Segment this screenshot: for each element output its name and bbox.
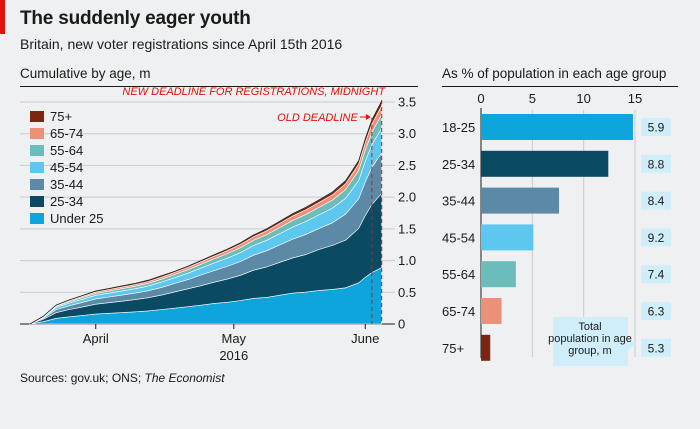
accent-bar	[0, 0, 5, 34]
y-tick-label: 3.0	[398, 126, 416, 141]
y-tick-label: 0	[398, 317, 405, 332]
old-deadline-label: OLD DEADLINE	[277, 112, 358, 124]
bar-category-label-18-25: 18-25	[442, 120, 475, 135]
y-tick-label: 2.0	[398, 190, 416, 205]
legend-label-55-64: 55-64	[50, 143, 83, 158]
left-panel-rule	[20, 86, 418, 87]
bar-65-74	[481, 298, 502, 324]
total-callout-text: Total	[578, 321, 601, 333]
total-value-75plus: 5.3	[648, 341, 665, 355]
total-box	[641, 191, 671, 210]
bar-category-label-75plus: 75+	[442, 341, 464, 356]
new-deadline-label: NEW DEADLINE FOR REGISTRATIONS, MIDNIGHT	[122, 86, 386, 98]
bar-45-54	[481, 224, 534, 251]
total-value-45-54: 9.2	[648, 231, 665, 245]
y-tick-label: 1.5	[398, 221, 416, 236]
total-box	[641, 265, 671, 284]
x-tick-label: May	[222, 331, 247, 346]
bar-category-label-25-34: 25-34	[442, 157, 475, 172]
legend-label-45-54: 45-54	[50, 160, 83, 175]
bar-75plus	[481, 334, 491, 361]
legend-label-75plus: 75+	[50, 109, 72, 124]
old-deadline-arrow-head	[365, 114, 371, 120]
total-callout-box	[553, 317, 636, 366]
legend-label-under-25: Under 25	[50, 211, 103, 226]
x-axis-label: 2016	[219, 348, 248, 363]
y-tick-label: 0.5	[398, 285, 416, 300]
left-panel-title: Cumulative by age, m	[20, 66, 151, 81]
legend-swatch-45-54	[30, 162, 44, 173]
right-panel-rule	[442, 86, 678, 87]
x-tick-label: April	[83, 331, 109, 346]
source-note: Sources: gov.uk; ONS; The Economist	[20, 371, 225, 385]
bar-x-tick-label: 10	[576, 91, 590, 106]
total-value-55-64: 7.4	[648, 268, 665, 282]
legend-swatch-25-34	[30, 196, 44, 207]
x-tick-label: June	[351, 331, 379, 346]
bar-x-tick-label: 15	[628, 91, 642, 106]
bar-category-label-65-74: 65-74	[442, 304, 475, 319]
legend-swatch-35-44	[30, 179, 44, 190]
bar-category-label-35-44: 35-44	[442, 194, 475, 209]
chart-title: The suddenly eager youth	[20, 8, 251, 29]
y-tick-label: 3.5	[398, 95, 416, 110]
chart-subtitle: Britain, new voter registrations since A…	[20, 36, 343, 52]
legend-swatch-55-64	[30, 145, 44, 156]
total-box	[641, 338, 671, 357]
bar-x-tick-label: 5	[529, 91, 536, 106]
total-box	[641, 228, 671, 247]
bar-x-tick-label: 0	[477, 91, 484, 106]
legend-swatch-under-25	[30, 213, 44, 224]
right-panel-title: As % of population in each age group	[442, 66, 667, 81]
total-callout-text: group, m	[568, 345, 611, 357]
bar-18-25	[481, 114, 633, 140]
bar-55-64	[481, 261, 516, 288]
bar-35-44	[481, 187, 560, 214]
total-box	[641, 118, 671, 136]
legend-swatch-75plus	[30, 111, 44, 122]
y-tick-label: 1.0	[398, 253, 416, 268]
total-value-18-25: 5.9	[648, 121, 665, 135]
total-outline	[29, 100, 383, 325]
total-box	[641, 302, 671, 320]
bar-category-label-55-64: 55-64	[442, 267, 475, 282]
legend-swatch-65-74	[30, 128, 44, 139]
source-prefix: Sources: gov.uk; ONS;	[20, 371, 145, 385]
total-box	[641, 154, 671, 173]
y-tick-label: 2.5	[398, 158, 416, 173]
legend-label-25-34: 25-34	[50, 194, 83, 209]
total-value-25-34: 8.8	[648, 157, 665, 171]
total-callout-text: population in age	[548, 333, 632, 345]
total-value-35-44: 8.4	[648, 194, 665, 208]
bar-category-label-45-54: 45-54	[442, 230, 475, 245]
legend-label-35-44: 35-44	[50, 177, 83, 192]
bar-25-34	[481, 150, 609, 177]
legend-label-65-74: 65-74	[50, 126, 83, 141]
source-publication: The Economist	[144, 371, 225, 385]
total-value-65-74: 6.3	[648, 305, 665, 319]
